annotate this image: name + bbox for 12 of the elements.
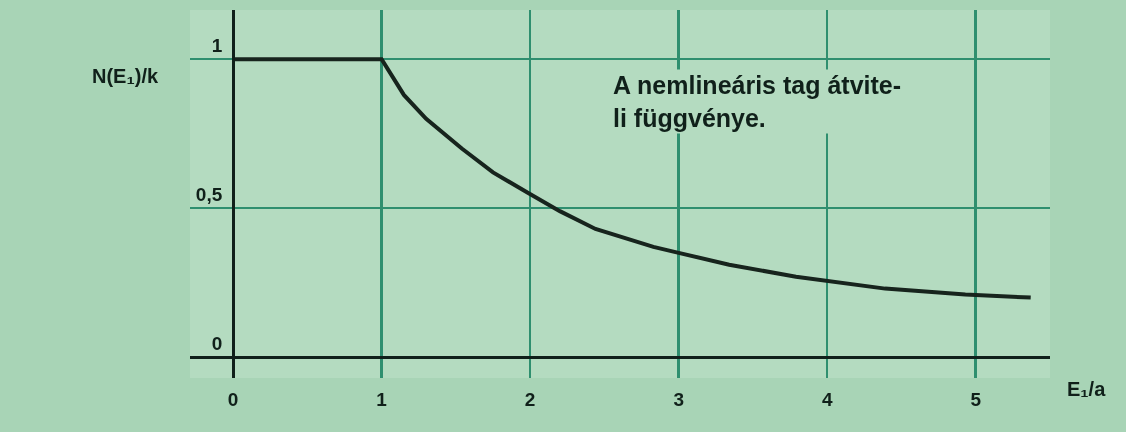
x-tick-label: 3 (673, 388, 684, 410)
x-tick-label: 0 (227, 388, 239, 410)
y-tick-label: 0,5 (195, 183, 223, 205)
y-tick-label: 1 (211, 34, 223, 56)
x-axis-title: E₁/a (1067, 378, 1107, 400)
y-tick-label: 0 (211, 332, 223, 354)
x-tick-label: 1 (376, 388, 388, 410)
y-axis-title: N(E₁)/k (92, 65, 159, 87)
x-tick-label: 2 (524, 388, 536, 410)
x-tick-label: 5 (970, 388, 982, 410)
text: A nemlineáris tag átvite- li függvénye. (613, 71, 902, 132)
x-tick-label: 4 (821, 388, 833, 410)
